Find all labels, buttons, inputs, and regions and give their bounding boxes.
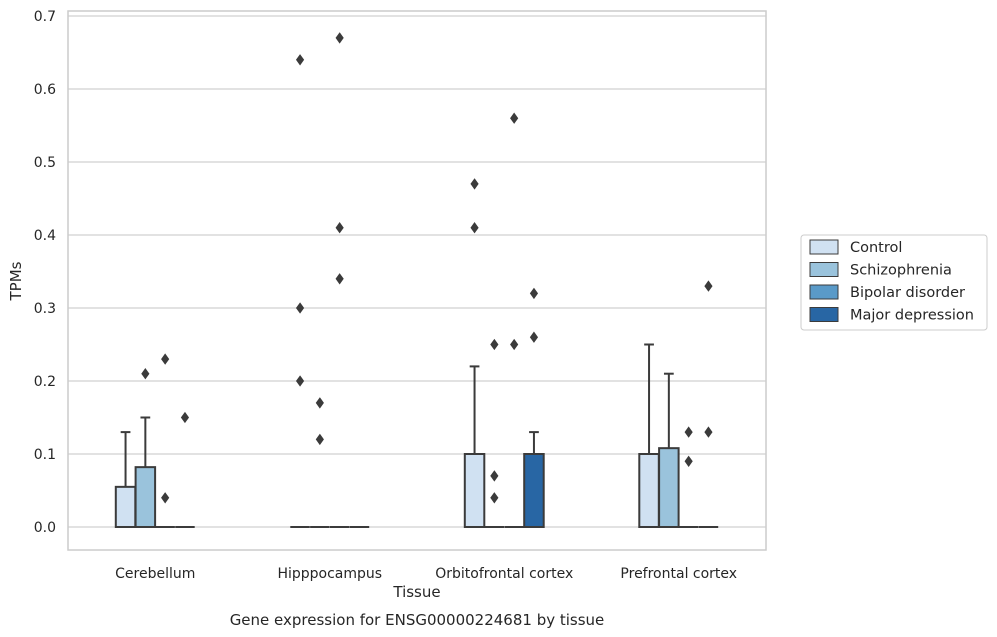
- y-tick-label: 0.3: [34, 301, 56, 317]
- y-tick-label: 0.1: [34, 447, 56, 463]
- box-control-prefrontal-cortex: [638, 343, 660, 528]
- box-series: [114, 32, 719, 529]
- outlier-point: [470, 178, 479, 190]
- y-tick-label: 0.7: [34, 9, 56, 25]
- legend-label: Bipolar disorder: [850, 285, 965, 301]
- box-control-orbitofrontal-cortex: [463, 178, 486, 528]
- series-bipolar-disorder: [155, 32, 699, 528]
- box-major-depression-orbitofrontal-cortex: [523, 287, 545, 528]
- outlier-point: [684, 455, 693, 467]
- outlier-point: [295, 375, 305, 387]
- outlier-point: [510, 112, 519, 124]
- box-body: [523, 453, 545, 528]
- box-schizophrenia-hipppocampus: [310, 397, 330, 528]
- outlier-point: [161, 353, 170, 365]
- outlier-point: [529, 287, 539, 300]
- box-bipolar-disorder-prefrontal-cortex: [678, 426, 699, 528]
- outlier-point: [141, 368, 150, 380]
- outlier-point: [510, 338, 519, 351]
- series-control: [114, 54, 660, 529]
- outlier-point: [335, 222, 344, 234]
- box-body: [134, 466, 157, 529]
- outlier-point: [315, 433, 324, 446]
- legend-swatch: [809, 239, 839, 255]
- y-axis-title: TPMs: [7, 261, 25, 301]
- outlier-point: [490, 470, 499, 482]
- x-tick-label-cerebellum: Cerebellum: [115, 566, 195, 582]
- outlier-point: [704, 280, 713, 292]
- box-bipolar-disorder-orbitofrontal-cortex: [504, 112, 524, 528]
- chart-title: Gene expression for ENSG00000224681 by t…: [230, 611, 605, 629]
- legend-item-schizophrenia: Schizophrenia: [809, 262, 952, 279]
- outlier-point: [684, 426, 693, 438]
- legend-label: Control: [850, 240, 902, 256]
- outlier-point: [335, 273, 344, 285]
- series-major-depression: [175, 280, 719, 528]
- box-schizophrenia-orbitofrontal-cortex: [484, 338, 505, 528]
- legend-swatch: [809, 284, 839, 300]
- y-tick-label: 0.5: [34, 155, 56, 171]
- box-schizophrenia-cerebellum: [134, 368, 157, 529]
- box-control-cerebellum: [114, 431, 137, 529]
- legend-item-bipolar-disorder: Bipolar disorder: [809, 284, 965, 301]
- outlier-point: [295, 302, 305, 314]
- outlier-point: [180, 411, 190, 424]
- box-body: [638, 453, 660, 528]
- box-body: [114, 485, 137, 529]
- outlier-point: [295, 54, 305, 66]
- box-body: [463, 453, 486, 528]
- y-tick-label: 0.0: [34, 520, 56, 536]
- legend-swatch: [809, 307, 839, 322]
- box-major-depression-prefrontal-cortex: [698, 280, 719, 528]
- box-control-hipppocampus: [290, 54, 310, 528]
- legend-frame: [800, 234, 988, 331]
- x-axis-ticks: Cerebellum Hipppocampus Orbitofrontal cort…: [115, 566, 737, 582]
- box-bipolar-disorder-cerebellum: [155, 353, 175, 528]
- legend-item-control: Control: [809, 239, 902, 256]
- x-tick-label-hipppocampus: Hipppocampus: [277, 566, 382, 582]
- legend-swatch: [809, 262, 839, 277]
- outlier-point: [704, 426, 713, 438]
- legend: Control Schizophrenia Bipolar disorder Majo…: [800, 234, 988, 331]
- y-axis-ticks: 0.0 0.1 0.2 0.3 0.4 0.5 0.6 0.7: [34, 9, 56, 536]
- outlier-point: [529, 331, 539, 343]
- x-axis-title: Tissue: [392, 583, 440, 601]
- legend-item-major-depression: Major depression: [809, 307, 974, 324]
- legend-label: Schizophrenia: [850, 263, 952, 279]
- y-tick-label: 0.4: [34, 228, 56, 244]
- outlier-point: [490, 338, 499, 351]
- plot-area-frame: [67, 10, 767, 551]
- outlier-point: [470, 222, 479, 234]
- box-major-depression-cerebellum: [175, 411, 195, 528]
- outlier-point: [335, 32, 344, 44]
- grid-lines: [68, 15, 766, 528]
- box-bipolar-disorder-hipppocampus: [329, 32, 350, 528]
- outlier-point: [161, 492, 170, 504]
- y-tick-label: 0.2: [34, 374, 56, 390]
- outlier-point: [315, 397, 324, 409]
- outlier-point: [490, 492, 499, 504]
- x-tick-label-prefrontal-cortex: Prefrontal cortex: [620, 566, 737, 582]
- x-tick-label-orbitofrontal-cortex: Orbitofrontal cortex: [435, 566, 573, 582]
- y-tick-label: 0.6: [34, 82, 56, 98]
- box-body: [658, 447, 680, 528]
- legend-label: Major depression: [850, 308, 974, 324]
- box-schizophrenia-prefrontal-cortex: [658, 372, 680, 528]
- series-schizophrenia: [134, 338, 680, 529]
